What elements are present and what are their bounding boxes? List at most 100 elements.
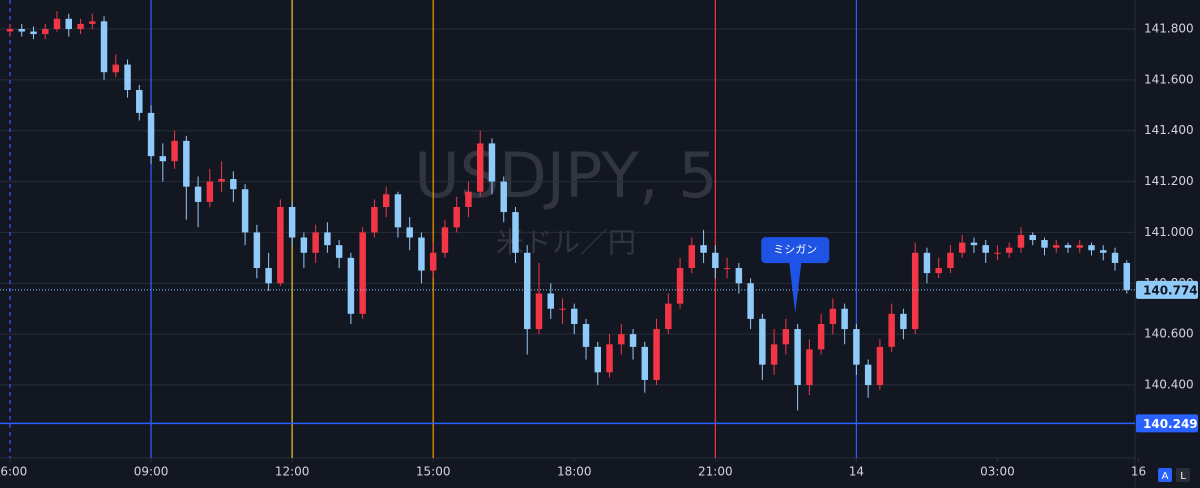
- plot-area: [0, 0, 1135, 458]
- candle-body: [735, 268, 743, 284]
- candle-body: [606, 344, 613, 373]
- price-label: 140.249: [1143, 417, 1198, 431]
- candle-body: [864, 364, 872, 386]
- candle-body: [406, 227, 413, 238]
- candle-body: [817, 323, 825, 350]
- scale-button-label[interactable]: L: [1180, 471, 1186, 482]
- candle-body: [230, 179, 237, 190]
- candle-body: [688, 245, 696, 269]
- candle-body: [324, 232, 331, 246]
- candle-body: [89, 21, 96, 24]
- candle-body: [982, 245, 989, 253]
- candle-body: [77, 23, 84, 29]
- candle-body: [171, 140, 178, 162]
- candle-body: [582, 323, 590, 347]
- candle-body: [476, 143, 484, 192]
- candle-body: [465, 191, 472, 208]
- candle-body: [1088, 245, 1095, 251]
- x-tick-label: 12:00: [275, 465, 310, 479]
- candle-body: [535, 293, 543, 330]
- candle-body: [594, 346, 602, 373]
- candle-body: [112, 64, 120, 73]
- candle-body: [371, 207, 378, 233]
- candle-body: [947, 252, 954, 269]
- candle-body: [335, 245, 343, 258]
- scale-button[interactable]: [1176, 468, 1190, 482]
- candle-body: [53, 18, 61, 29]
- x-tick-label: 06:00: [0, 465, 27, 479]
- candle-body: [159, 156, 167, 162]
- candle-body: [100, 21, 108, 73]
- candle-body: [265, 268, 272, 284]
- candle-body: [1123, 262, 1131, 290]
- candle-body: [183, 140, 190, 187]
- candle-body: [453, 207, 460, 228]
- candle-body: [794, 329, 801, 386]
- candle-body: [712, 252, 719, 269]
- scale-button[interactable]: [1158, 468, 1172, 482]
- candle-body: [841, 308, 848, 330]
- price-label: 140.774: [1143, 283, 1198, 297]
- candle-body: [6, 28, 14, 32]
- candle-body: [288, 207, 296, 238]
- x-tick-label: 03:00: [980, 465, 1015, 479]
- candle-body: [1029, 234, 1036, 241]
- watermark-subtitle: 米ドル／円: [496, 226, 636, 259]
- candle-body: [888, 313, 895, 347]
- candle-body: [829, 308, 837, 324]
- candle-body: [747, 283, 754, 319]
- candle-body: [359, 232, 366, 314]
- y-tick-label: 141.800: [1144, 21, 1194, 35]
- x-tick-label: 15:00: [416, 465, 451, 479]
- y-tick-label: 140.600: [1144, 327, 1194, 341]
- candle-body: [136, 90, 143, 113]
- candle-body: [394, 194, 402, 228]
- candle-body: [676, 268, 684, 304]
- candle-body: [700, 245, 707, 253]
- candle-body: [641, 346, 649, 380]
- candle-body: [1100, 250, 1107, 253]
- candle-body: [665, 303, 672, 330]
- candle-body: [994, 252, 1001, 254]
- candle-body: [935, 268, 942, 274]
- candle-body: [1017, 234, 1025, 248]
- x-tick-label: 14: [849, 465, 864, 479]
- watermark: USDJPY, 5: [414, 139, 718, 212]
- candle-body: [1076, 245, 1083, 248]
- candle-body: [300, 237, 308, 253]
- candle-body: [429, 252, 437, 271]
- candle-body: [241, 189, 249, 233]
- candle-body: [194, 186, 202, 202]
- candle-body: [206, 181, 214, 202]
- candle-body: [65, 18, 73, 29]
- candle-body: [770, 344, 778, 365]
- scale-button-label[interactable]: A: [1162, 471, 1169, 482]
- candle-body: [524, 252, 531, 330]
- x-tick-label: 16: [1131, 465, 1146, 479]
- candle-body: [1041, 240, 1048, 248]
- candle-body: [218, 179, 225, 182]
- x-tick-label: 21:00: [698, 465, 733, 479]
- y-tick-label: 140.400: [1144, 378, 1194, 392]
- x-tick-label: 18:00: [557, 465, 592, 479]
- y-tick-label: 141.200: [1144, 174, 1194, 188]
- candle-body: [923, 252, 931, 274]
- candle-body: [124, 64, 131, 91]
- candle-body: [618, 334, 625, 345]
- y-tick-label: 141.000: [1144, 225, 1194, 239]
- candle-body: [1053, 245, 1060, 248]
- candle-body: [418, 237, 425, 271]
- candle-body: [1005, 247, 1013, 253]
- candle-body: [723, 268, 731, 270]
- candle-body: [900, 313, 907, 330]
- candle-body: [1111, 252, 1119, 263]
- y-tick-label: 141.600: [1144, 72, 1194, 86]
- candle-body: [759, 318, 766, 365]
- candle-body: [253, 232, 261, 269]
- candle-body: [571, 308, 578, 324]
- candle-body: [347, 257, 355, 314]
- annotation-text: ミシガン: [773, 243, 817, 256]
- candle-body: [911, 252, 919, 330]
